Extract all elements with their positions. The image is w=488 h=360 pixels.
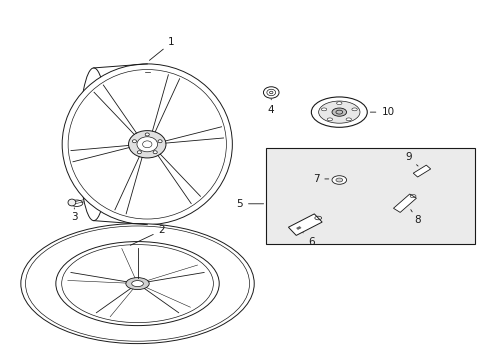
Bar (266, 148, 474, 244)
Ellipse shape (125, 278, 149, 289)
Ellipse shape (128, 131, 165, 158)
Polygon shape (288, 214, 322, 235)
Ellipse shape (21, 224, 254, 343)
Ellipse shape (71, 200, 82, 206)
Ellipse shape (346, 118, 351, 121)
Ellipse shape (158, 140, 162, 143)
Text: 10: 10 (369, 107, 394, 117)
Ellipse shape (68, 199, 76, 206)
Ellipse shape (137, 151, 141, 154)
Ellipse shape (25, 226, 249, 341)
Ellipse shape (153, 151, 157, 154)
Text: 1: 1 (149, 37, 175, 60)
Ellipse shape (326, 118, 332, 121)
Ellipse shape (68, 69, 226, 219)
Text: 7: 7 (312, 174, 328, 184)
Ellipse shape (351, 108, 357, 111)
Ellipse shape (335, 178, 342, 182)
Text: 5: 5 (236, 199, 263, 209)
Ellipse shape (331, 108, 346, 116)
Text: 2: 2 (130, 225, 165, 245)
Ellipse shape (331, 176, 346, 184)
Ellipse shape (131, 280, 143, 287)
Polygon shape (412, 165, 430, 177)
Text: 8: 8 (410, 210, 420, 225)
Text: 4: 4 (267, 99, 274, 115)
Text: 9: 9 (404, 153, 417, 166)
Ellipse shape (145, 133, 149, 136)
Ellipse shape (137, 137, 157, 152)
Polygon shape (393, 194, 416, 212)
Ellipse shape (263, 87, 279, 98)
Ellipse shape (132, 140, 136, 143)
Ellipse shape (318, 101, 359, 123)
Ellipse shape (336, 102, 341, 105)
Text: 3: 3 (71, 208, 78, 222)
Ellipse shape (62, 64, 232, 225)
Ellipse shape (321, 108, 326, 111)
Ellipse shape (56, 242, 219, 325)
Ellipse shape (61, 244, 213, 323)
Ellipse shape (311, 97, 366, 127)
Text: 6: 6 (302, 233, 314, 247)
